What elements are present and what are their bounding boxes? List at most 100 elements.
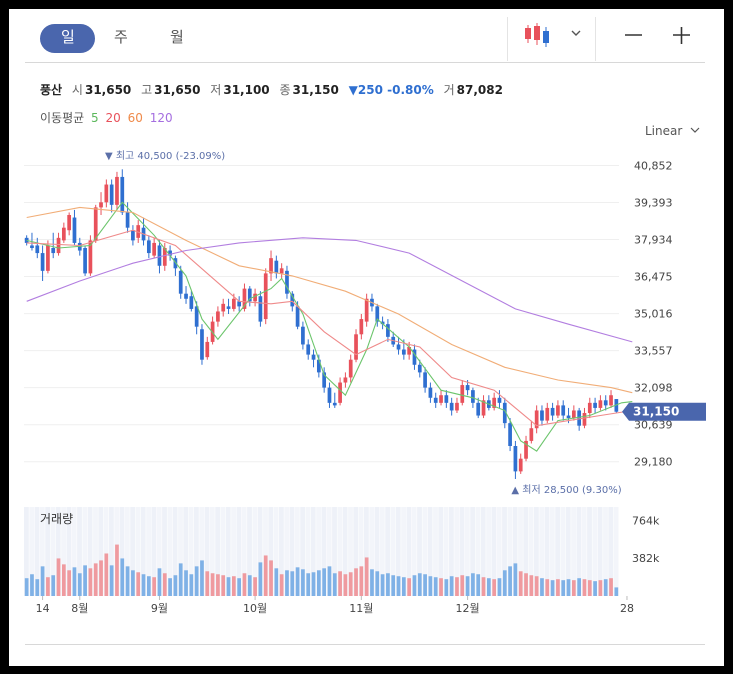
candle-body bbox=[439, 395, 443, 403]
volume-bg-stripe bbox=[486, 507, 491, 596]
price-chart[interactable]: 40,852 39,393 37,934 36,475 35,016 33,557 32,0… bbox=[9, 9, 724, 666]
candle-body bbox=[412, 349, 417, 365]
volume-bg-stripe bbox=[464, 507, 470, 596]
volume-bg-stripe bbox=[188, 507, 194, 596]
high-label: 고 bbox=[141, 83, 153, 97]
ma120-legend[interactable]: 120 bbox=[149, 111, 173, 125]
chevron-down-icon[interactable] bbox=[571, 30, 581, 36]
ma60-line bbox=[26, 206, 633, 394]
volume-bar bbox=[194, 566, 199, 596]
volume-bg-stripe bbox=[305, 507, 311, 596]
volume-bar bbox=[545, 579, 550, 596]
volume-bar bbox=[386, 573, 390, 596]
scale-select[interactable]: Linear bbox=[645, 124, 700, 138]
volume-bg-stripe bbox=[231, 507, 236, 596]
volume-bg-stripe bbox=[98, 507, 104, 596]
ma120-line bbox=[26, 237, 633, 343]
zoom-in-icon[interactable] bbox=[673, 27, 690, 44]
candle-body bbox=[231, 298, 236, 309]
volume-bg-stripe bbox=[289, 507, 295, 596]
candle-body bbox=[524, 440, 528, 459]
candle-body bbox=[247, 288, 252, 302]
tab-day[interactable]: 일 bbox=[61, 28, 75, 46]
volume-bg-stripe bbox=[273, 507, 279, 596]
candle-body bbox=[359, 319, 364, 335]
volume-bar bbox=[258, 562, 263, 596]
volume-bg-stripe bbox=[284, 507, 290, 596]
tab-day-pill[interactable] bbox=[40, 24, 95, 53]
x-tick-label: 12월 bbox=[456, 602, 480, 615]
y-tick-label: 36,475 bbox=[634, 271, 673, 284]
volume-bg-stripe bbox=[225, 507, 231, 596]
volume-bg-stripe bbox=[257, 507, 263, 596]
volume-bg-stripe bbox=[29, 507, 35, 596]
volume-bg-stripe bbox=[374, 507, 380, 596]
candle-body bbox=[285, 270, 289, 294]
volume-bg-stripe bbox=[491, 507, 497, 596]
volume-bar bbox=[571, 580, 576, 596]
candle-body bbox=[311, 354, 316, 360]
candle-body bbox=[540, 410, 544, 421]
volume-bg-stripe bbox=[603, 507, 608, 596]
volume-bg-stripe bbox=[194, 507, 199, 596]
volume-bar bbox=[359, 566, 364, 596]
volume-bg-stripe bbox=[66, 507, 72, 596]
volume-bar bbox=[423, 574, 427, 596]
volume-bg-stripe bbox=[300, 507, 306, 596]
candle-body bbox=[295, 306, 300, 327]
candle-body bbox=[40, 253, 45, 271]
volume-bg-stripe bbox=[109, 507, 114, 596]
volume-bg-stripe bbox=[130, 507, 136, 596]
ma60-legend[interactable]: 60 bbox=[127, 111, 143, 125]
candle-body bbox=[306, 344, 311, 355]
candle-body bbox=[566, 415, 571, 419]
volume-bg-stripe bbox=[135, 507, 141, 596]
stock-name: 풍산 bbox=[40, 83, 63, 97]
candle-body bbox=[476, 402, 481, 416]
candlestick-type-icon[interactable] bbox=[525, 23, 549, 47]
candle-body bbox=[162, 248, 167, 266]
candle-body bbox=[348, 359, 353, 378]
volume-bar bbox=[343, 574, 348, 596]
volume-bar bbox=[306, 573, 311, 596]
candle-body bbox=[221, 303, 226, 312]
volume-bg-stripe bbox=[87, 507, 93, 596]
volume-bar bbox=[513, 563, 518, 596]
volume-bg-stripe bbox=[332, 507, 337, 596]
x-tick-label: 11월 bbox=[349, 602, 373, 615]
volume-bg-stripe bbox=[247, 507, 252, 596]
candle-body bbox=[51, 248, 56, 254]
volume-bar bbox=[327, 566, 332, 596]
candle-body bbox=[492, 397, 497, 408]
volume-bar bbox=[226, 577, 231, 596]
volume-bg-stripe bbox=[342, 507, 348, 596]
volume-tick-label: 764k bbox=[632, 514, 660, 527]
ma5-legend[interactable]: 5 bbox=[91, 111, 99, 125]
volume-bar bbox=[354, 568, 358, 596]
candle-body bbox=[433, 397, 438, 403]
volume-bg-stripe bbox=[124, 507, 130, 596]
candle-body bbox=[61, 227, 66, 241]
volume-bar bbox=[141, 574, 146, 596]
y-tick-label: 33,557 bbox=[634, 345, 673, 358]
candle-body bbox=[465, 385, 470, 391]
y-tick-label: 29,180 bbox=[634, 456, 673, 469]
volume-bar bbox=[99, 560, 103, 596]
volume-bg-stripe bbox=[236, 507, 242, 596]
volume-bar bbox=[396, 576, 401, 596]
chevron-down-icon bbox=[690, 127, 700, 133]
tab-week[interactable]: 주 bbox=[114, 28, 128, 46]
candle-body bbox=[200, 329, 204, 360]
candle-body bbox=[269, 258, 273, 274]
candle-body bbox=[401, 349, 406, 355]
volume-bg-stripe bbox=[608, 507, 614, 596]
volume-bg-stripe bbox=[151, 507, 157, 596]
volume-bar bbox=[263, 555, 268, 596]
volume-bar bbox=[481, 577, 486, 596]
candle-body bbox=[396, 344, 401, 350]
volume-bar bbox=[587, 580, 592, 596]
ma20-legend[interactable]: 20 bbox=[105, 111, 121, 125]
tab-month[interactable]: 월 bbox=[170, 28, 184, 46]
volume-bg-stripe bbox=[512, 507, 518, 596]
volume-bg-stripe bbox=[560, 507, 566, 596]
